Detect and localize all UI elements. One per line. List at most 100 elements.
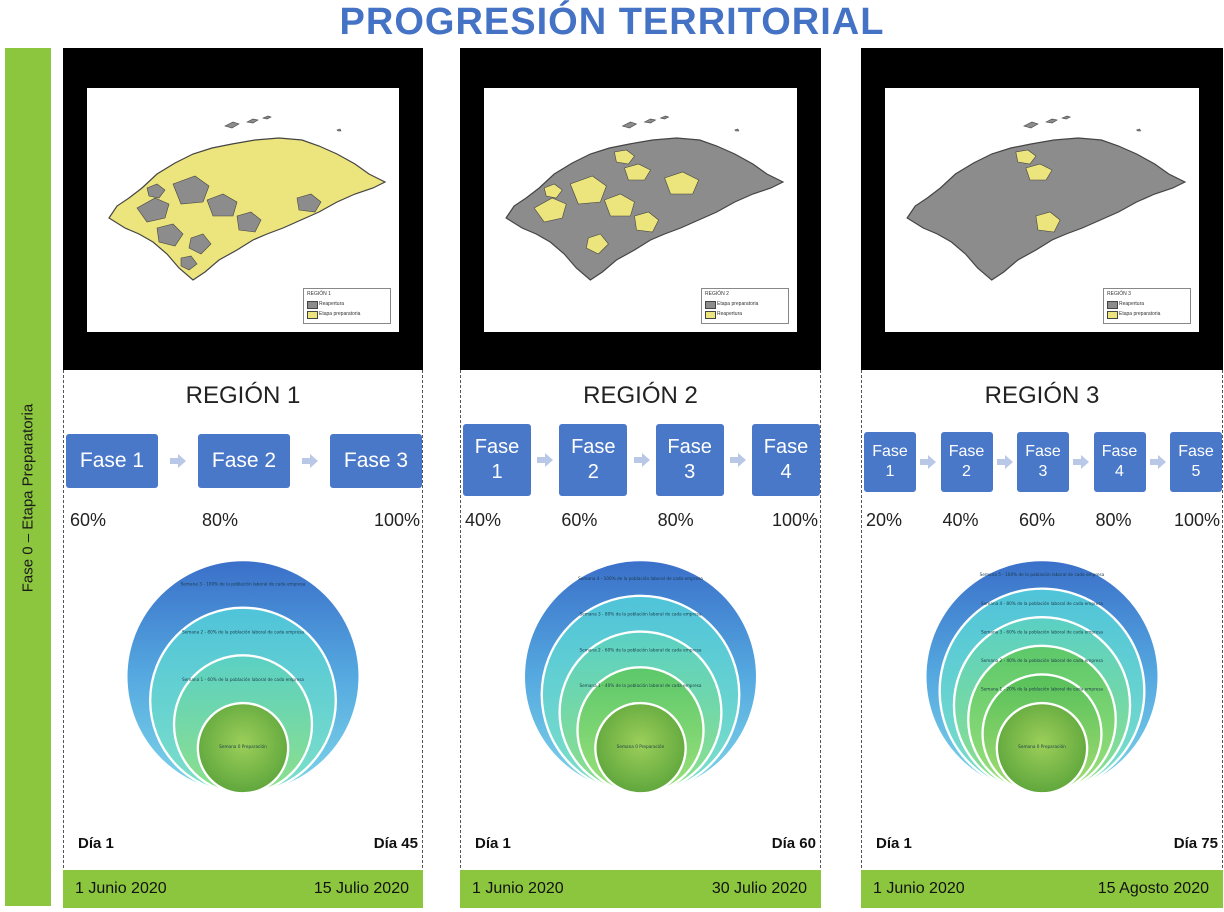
- arrow-right-icon: [996, 455, 1013, 469]
- phase-box-1: Fase 1: [864, 432, 916, 492]
- circle-label: Semana 3 - 60% de la población laboral d…: [981, 629, 1103, 634]
- date-bar: 1 Junio 2020 15 Agosto 2020: [861, 870, 1223, 908]
- arrow-right-icon: [1073, 455, 1090, 469]
- sidebar-phase0: Fase 0 – Etapa Preparatoria: [5, 48, 51, 906]
- map-frame: REGIÓN 3 Reapertura Etapa preparatoria: [861, 48, 1223, 370]
- arrow-right-icon: [1149, 455, 1166, 469]
- phase-percentage-2: 80%: [202, 510, 239, 530]
- circle-label: Semana 4 - 80% de la población laboral d…: [981, 601, 1103, 606]
- phase-percentage-5: 100%: [1173, 510, 1220, 530]
- phase-box-1: Fase 1: [463, 424, 531, 496]
- map-municipality: [156, 223, 184, 247]
- map-municipality: [614, 149, 635, 165]
- map-island: [336, 128, 342, 132]
- map-legend-title: REGIÓN 2: [705, 291, 729, 297]
- day-end-label: Día 75: [1173, 835, 1218, 852]
- circle-core: [594, 701, 687, 795]
- legend-swatch-yellow: [307, 311, 318, 319]
- map-municipality: [1035, 211, 1061, 233]
- region-content: REGIÓN 2 Fase 1 40% Fase 2 60% Fase 3 80% Fase …: [460, 370, 821, 878]
- map-country-shape: [906, 137, 1187, 281]
- map-municipality: [1025, 163, 1053, 181]
- map-municipality: [624, 163, 651, 181]
- map-island: [1061, 115, 1071, 120]
- date-end: 15 Julio 2020: [313, 880, 409, 897]
- region-title: REGIÓN 2: [583, 382, 698, 409]
- map-legend-item: Reapertura: [717, 311, 743, 317]
- nested-circles-diagram: Semana 3 - 100% de la población laboral …: [125, 558, 361, 795]
- map-municipality: [236, 211, 262, 233]
- phase-box-1: Fase 1: [66, 434, 158, 488]
- date-bar: 1 Junio 2020 30 Julio 2020: [460, 870, 821, 908]
- circle-label: Semana 1 - 20% de la población laboral d…: [981, 687, 1103, 692]
- date-end: 15 Agosto 2020: [1097, 880, 1209, 897]
- phase-box-2: Fase 2: [940, 432, 993, 492]
- legend-swatch-yellow: [1107, 311, 1118, 319]
- circle-label: Semana 0 Preparación: [1018, 744, 1066, 749]
- circle-label: Semana 3 - 80% de la población laboral d…: [579, 612, 701, 617]
- arrow-shape: [996, 455, 1013, 469]
- map-municipality: [603, 193, 635, 217]
- circle-label: Semana 4 - 100% de la población laboral …: [578, 576, 703, 581]
- arrow-right-icon: [537, 453, 554, 467]
- phase-percentage-1: 40%: [465, 510, 502, 530]
- phase-percentage-4: 80%: [1095, 510, 1132, 530]
- arrow-shape: [1073, 455, 1090, 469]
- arrow-right-icon: [633, 453, 650, 467]
- date-start: 1 Junio 2020: [472, 880, 564, 897]
- phase-percentage-1: 20%: [866, 510, 903, 530]
- day-start-label: Día 1: [78, 835, 114, 852]
- arrow-right-icon: [302, 454, 318, 468]
- nested-circles-diagram: Semana 5 - 100% de la población laboral …: [924, 558, 1160, 795]
- date-start: 1 Junio 2020: [75, 880, 167, 897]
- map-island: [734, 128, 740, 132]
- map-island: [224, 121, 240, 129]
- arrow-right-icon: [920, 455, 937, 469]
- phase-percentage-3: 100%: [373, 510, 420, 530]
- date-end: 30 Julio 2020: [711, 880, 807, 897]
- map-legend: REGIÓN 3 Reapertura Etapa preparatoria: [1103, 288, 1191, 324]
- map-legend-title: REGIÓN 3: [1107, 291, 1131, 297]
- circle-label: Semana 1 - 40% de la población laboral d…: [579, 683, 701, 688]
- sidebar-label: Fase 0 – Etapa Preparatoria: [19, 403, 37, 593]
- day-end-label: Día 60: [771, 835, 816, 852]
- day-start-label: Día 1: [475, 835, 511, 852]
- map-legend-item: Reapertura: [319, 301, 345, 307]
- legend-swatch-gray: [705, 301, 716, 309]
- region-panel-1: REGIÓN 1 Reapertura Etapa preparatoria REGI…: [63, 48, 423, 908]
- map-municipality: [634, 211, 659, 233]
- map-municipality: [188, 233, 212, 255]
- phase-percentage-4: 100%: [771, 510, 818, 530]
- map-legend: REGIÓN 2 Etapa preparatoria Reapertura: [701, 288, 789, 324]
- date-start: 1 Junio 2020: [873, 880, 965, 897]
- map-frame: REGIÓN 2 Etapa preparatoria Reapertura: [460, 48, 821, 370]
- region-map: REGIÓN 1 Reapertura Etapa preparatoria: [87, 88, 399, 332]
- map-legend-title: REGIÓN 1: [307, 291, 331, 297]
- map-island: [1045, 118, 1058, 124]
- day-start-label: Día 1: [876, 835, 912, 852]
- arrow-shape: [302, 454, 318, 468]
- phase-box-2: Fase 2: [198, 434, 290, 488]
- phase-box-5: Fase 5: [1170, 432, 1222, 492]
- region-panel-2: REGIÓN 2 Etapa preparatoria Reapertura REGI…: [460, 48, 821, 908]
- region-content: REGIÓN 3 Fase 1 20% Fase 2 40% Fase 3 60% Fase …: [861, 370, 1223, 878]
- arrow-right-icon: [729, 453, 746, 467]
- map-municipality: [1015, 149, 1037, 165]
- map-municipality: [569, 175, 607, 205]
- phase-percentage-3: 60%: [1019, 510, 1056, 530]
- map-municipality: [136, 197, 170, 223]
- phase-box-3: Fase 3: [1017, 432, 1069, 492]
- map-legend-item: Etapa preparatoria: [319, 311, 361, 317]
- region-title: REGIÓN 1: [185, 382, 301, 409]
- phase-percentage-2: 60%: [561, 510, 598, 530]
- region-content: REGIÓN 1 Fase 1 60% Fase 2 80% Fase 3 100% Sema…: [63, 370, 423, 878]
- honduras-map: [906, 115, 1187, 281]
- nested-circles-diagram: Semana 4 - 100% de la población laboral …: [522, 558, 759, 795]
- circle-core: [995, 701, 1089, 795]
- circle-label: Semana 1 - 60% de la población laboral d…: [182, 677, 304, 682]
- map-municipality: [585, 233, 609, 255]
- honduras-map: [505, 115, 785, 281]
- map-frame: REGIÓN 1 Reapertura Etapa preparatoria: [63, 48, 423, 370]
- arrow-shape: [920, 455, 937, 469]
- map-legend-item: Reapertura: [1119, 301, 1145, 307]
